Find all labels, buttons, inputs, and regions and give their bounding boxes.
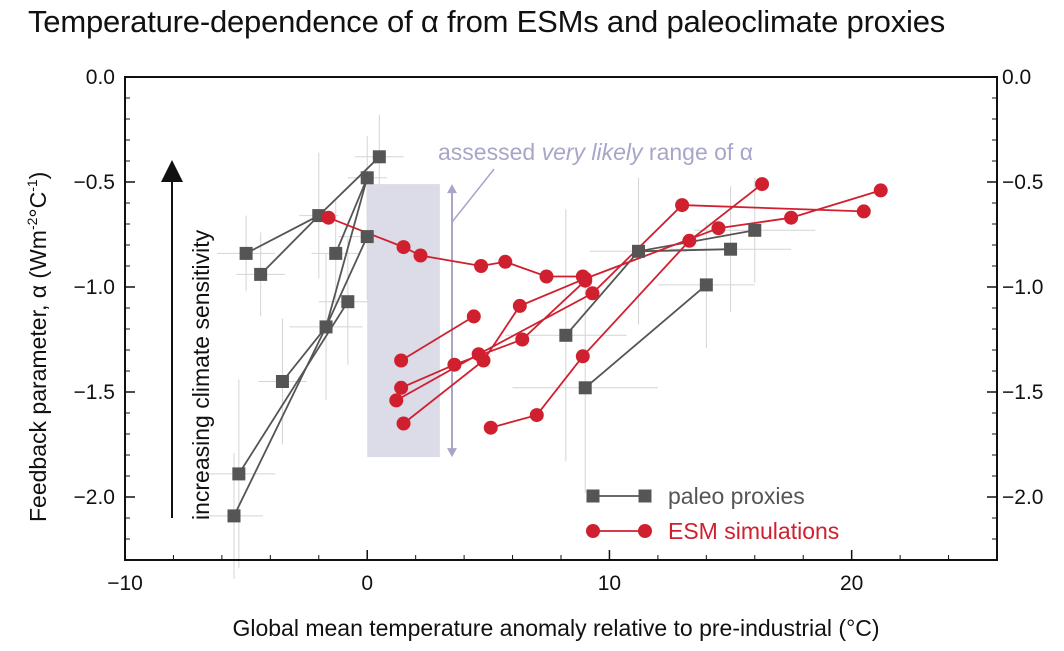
esm-simulation-point (682, 233, 697, 248)
legend-circle-marker (586, 524, 600, 538)
x-axis-label: Global mean temperature anomaly relative… (232, 615, 879, 641)
assessed-range-label: assessed very likely range of α (438, 139, 753, 165)
assessed-range-box (367, 184, 440, 458)
axis-ticks-group: −10 0 10 20 0.0 0.0 −0.5 −0.5 −1.0 −1.0 −1.5 −1.5 −2… (74, 66, 1044, 595)
esm-simulation-point (321, 210, 336, 225)
assessed-range-pointer (451, 168, 495, 223)
range-arrow-head-down (447, 448, 457, 458)
paleo-series-line (584, 284, 707, 389)
x-tick-label: 20 (840, 572, 863, 595)
esm-simulation-point (476, 353, 491, 368)
range-arrow-head-up (447, 184, 457, 194)
y-tick-label-right: −1.5 (1002, 381, 1043, 404)
paleo-proxy-point (699, 278, 713, 292)
paleo-proxy-point (360, 171, 374, 185)
esm-simulation-point (394, 353, 409, 368)
chart-title: Temperature-dependence of α from ESMs an… (28, 4, 946, 39)
paleo-proxy-point (578, 381, 592, 395)
esm-series-line (400, 315, 475, 362)
esm-simulation-point (711, 221, 726, 236)
esm-simulation-point (474, 259, 489, 273)
y-tick-label-right: −2.0 (1002, 486, 1043, 509)
paleo-proxy-point (360, 230, 374, 244)
paleo-markers-group (227, 150, 762, 523)
paleo-proxy-point (559, 328, 573, 342)
esm-simulation-point (515, 332, 530, 347)
esm-simulation-point (755, 177, 770, 192)
esm-simulation-point (466, 309, 481, 324)
paleo-proxy-point (372, 150, 386, 164)
climate-sensitivity-arrow (161, 160, 183, 518)
esm-markers-group (321, 177, 888, 435)
esm-simulation-point (413, 248, 428, 263)
legend: paleo proxies ESM simulations (586, 483, 839, 544)
esm-simulation-point (389, 393, 404, 408)
esm-simulation-point (396, 416, 411, 431)
error-bars-group (202, 114, 816, 579)
paleo-proxy-point (239, 246, 253, 260)
x-tick-label: 10 (598, 572, 621, 595)
esm-series-line (395, 204, 864, 402)
paleo-proxy-point (724, 242, 738, 256)
paleo-proxy-point (748, 223, 762, 237)
esm-simulation-point (396, 240, 411, 255)
esm-simulation-point (447, 357, 462, 372)
paleo-proxy-point (275, 375, 289, 388)
esm-simulation-point (578, 271, 593, 286)
esm-simulation-point (856, 204, 871, 219)
esm-simulation-point (539, 269, 554, 284)
esm-simulation-point (483, 420, 498, 435)
y-tick-label-left: −1.5 (74, 381, 115, 404)
esm-simulation-point (585, 286, 600, 301)
y-tick-label-right: −0.5 (1002, 171, 1043, 194)
paleo-proxy-point (632, 244, 646, 258)
y-tick-label-left: −1.0 (74, 276, 115, 299)
esm-simulation-point (529, 408, 544, 423)
x-tick-label: 0 (361, 572, 373, 595)
y-tick-label-right: −1.0 (1002, 276, 1043, 299)
paleo-proxy-point (227, 509, 241, 523)
x-tick-label: −10 (107, 572, 143, 595)
esm-series-line (402, 189, 881, 425)
paleo-series-line (260, 214, 320, 276)
esm-simulation-point (784, 210, 799, 225)
legend-square-marker (586, 489, 600, 503)
sensitivity-arrow-head (161, 160, 183, 182)
y-tick-label-left: 0.0 (86, 66, 115, 89)
legend-label: ESM simulations (668, 518, 839, 544)
legend-label: paleo proxies (668, 483, 805, 509)
paleo-proxy-point (232, 467, 246, 481)
y-tick-label-right: 0.0 (1002, 66, 1031, 89)
paleo-proxy-point (341, 295, 355, 309)
paleo-series-line (638, 248, 731, 253)
esm-simulation-point (873, 183, 888, 198)
paleo-proxy-point (329, 246, 343, 260)
legend-circle-marker (638, 524, 652, 538)
climate-sensitivity-label: increasing climate sensitivity (188, 229, 214, 520)
esm-series-line (490, 183, 763, 429)
esm-simulation-point (675, 198, 690, 213)
paleo-proxy-point (319, 320, 333, 334)
paleo-proxy-point (254, 267, 268, 281)
y-tick-label-left: −2.0 (74, 486, 115, 509)
esm-simulation-point (394, 380, 409, 395)
esm-simulation-point (498, 254, 513, 269)
y-axis-label: Feedback parameter, α (Wm-2°C-1) (24, 172, 51, 522)
legend-square-marker (638, 489, 652, 503)
assessed-range-arrow (447, 184, 457, 458)
y-tick-label-left: −0.5 (74, 171, 115, 194)
esm-simulation-point (575, 349, 590, 364)
esm-simulation-point (512, 298, 527, 313)
paleo-series-line (334, 177, 369, 254)
